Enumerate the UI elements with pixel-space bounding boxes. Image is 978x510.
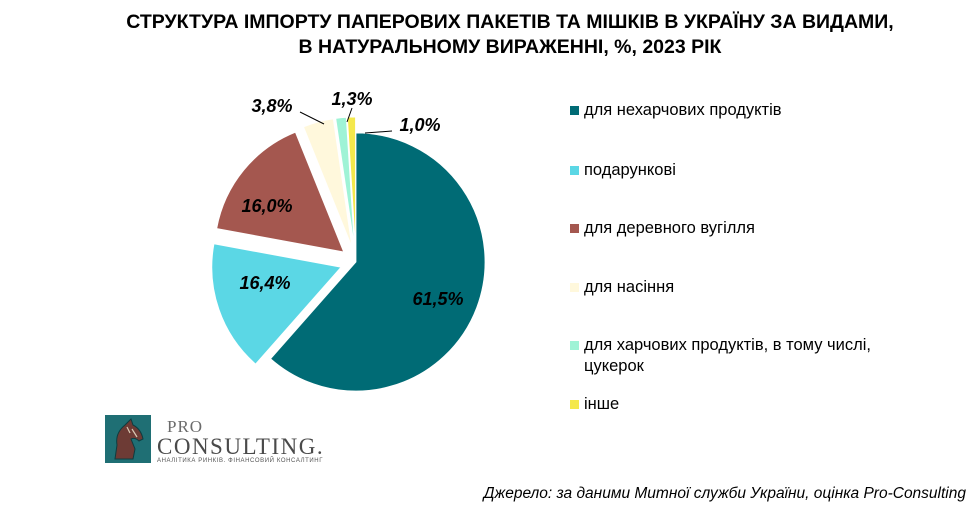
legend-item-6: інше [570, 394, 924, 415]
data-label-1: 61,5% [412, 289, 463, 309]
legend-item-2: подарункові [570, 160, 924, 181]
chart-title-line-2: В НАТУРАЛЬНОМУ ВИРАЖЕННІ, %, 2023 РІК [298, 36, 722, 58]
legend-label-4: для насіння [584, 278, 675, 296]
leader-line-6 [364, 130, 393, 134]
pie-slice-5 [335, 116, 355, 247]
data-label-4: 3,8% [251, 96, 292, 116]
logo-tagline: АНАЛІТИКА РИНКІВ. ФІНАНСОВИЙ КОНСАЛТИНГ [157, 458, 324, 464]
data-label-2: 16,4% [239, 273, 290, 293]
logo: PRO CONSULTING. АНАЛІТИКА РИНКІВ. ФІНАНС… [105, 415, 335, 467]
legend-label-1: для нехарчових продуктів [584, 101, 782, 119]
leader-line-5 [346, 107, 353, 123]
legend-swatch-3 [570, 224, 579, 233]
chart-title: СТРУКТУРА ІМПОРТУ ПАПЕРОВИХ ПАКЕТІВ ТА М… [40, 10, 978, 60]
source-note: Джерело: за даними Митної служби України… [483, 485, 966, 502]
leader-line-4 [299, 111, 325, 125]
legend-swatch-1 [570, 106, 579, 115]
logo-consulting-text: CONSULTING. [157, 434, 325, 459]
pie-slice-3 [216, 131, 345, 253]
legend-item-5: для харчових продуктів, в тому числі, цу… [570, 335, 924, 377]
legend-label-5: для харчових продуктів, в тому числі, цу… [584, 336, 871, 375]
legend-item-4: для насіння [570, 277, 924, 298]
data-label-5: 1,3% [331, 89, 372, 109]
pie-slice-6 [346, 116, 356, 247]
legend-item-3: для деревного вугілля [570, 218, 924, 239]
pie-slice-1 [270, 132, 486, 392]
legend-item-1: для нехарчових продуктів [570, 100, 924, 121]
legend-swatch-2 [570, 166, 579, 175]
legend-label-2: подарункові [584, 161, 676, 179]
pie-slice-4 [303, 118, 353, 247]
data-label-3: 16,0% [241, 196, 292, 216]
legend-swatch-6 [570, 400, 579, 409]
legend-swatch-5 [570, 341, 579, 350]
legend-label-3: для деревного вугілля [584, 219, 755, 237]
logo-pro-text: PRO [167, 417, 204, 436]
legend-label-6: інше [584, 395, 620, 413]
pie-slice-2 [211, 243, 342, 365]
chart-title-line-1: СТРУКТУРА ІМПОРТУ ПАПЕРОВИХ ПАКЕТІВ ТА М… [126, 11, 894, 33]
data-label-6: 1,0% [399, 115, 440, 135]
legend-swatch-4 [570, 283, 579, 292]
horse-logo-icon [105, 415, 151, 463]
